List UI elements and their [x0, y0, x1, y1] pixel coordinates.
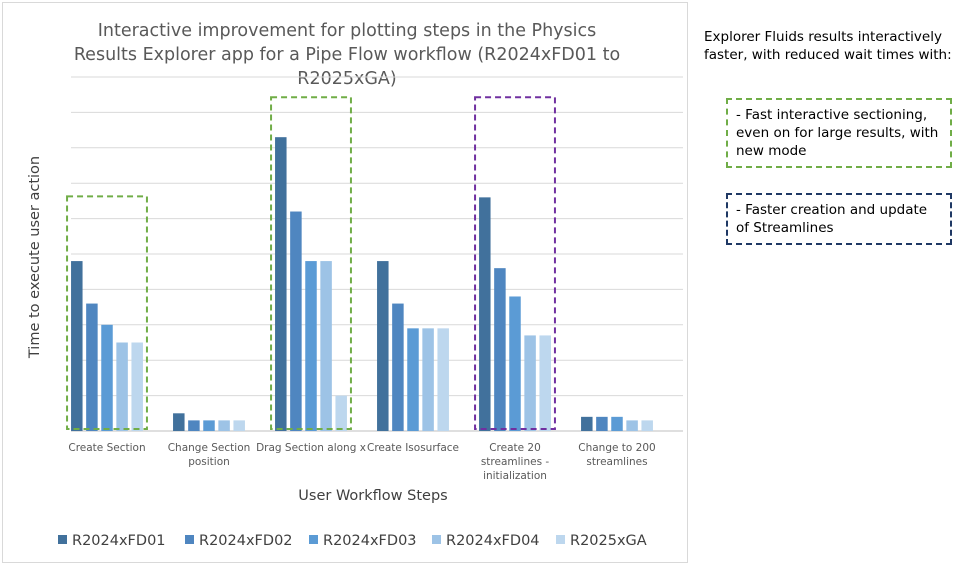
x-axis-title: User Workflow Steps	[298, 488, 447, 504]
note-box-sectioning: - Fast interactive sectioning, even on f…	[726, 98, 952, 168]
x-tick-label: Create Isosurface	[367, 442, 459, 454]
chart-frame: Interactive improvement for plotting ste…	[2, 2, 688, 563]
chart-title-line: Results Explorer app for a Pipe Flow wor…	[74, 45, 620, 65]
bar-R2025xGA-cat1	[233, 420, 245, 431]
bar-R2024xFD03-cat1	[203, 420, 215, 431]
notes-panel: Explorer Fluids results interactively fa…	[704, 28, 956, 245]
legend: R2024xFD01 R2024xFD02 R2024xFD03 R2024xFD04…	[58, 533, 647, 549]
bar-R2025xGA-cat5	[641, 420, 653, 431]
y-axis-title: Time to execute user action	[27, 156, 43, 359]
bar-R2024xFD02-cat5	[596, 416, 608, 431]
bar-R2024xFD01-cat3	[377, 261, 389, 431]
note-box-streamlines: - Faster creation and update of Streamli…	[726, 193, 952, 245]
bar-R2024xFD04-cat3	[422, 328, 434, 431]
bar-R2024xFD03-cat4	[509, 296, 521, 431]
bar-R2024xFD03-cat0	[101, 324, 113, 431]
highlight-box-0	[66, 195, 148, 430]
legend-swatch-R2024xFD03	[309, 535, 318, 544]
bar-R2024xFD03-cat2	[305, 261, 317, 431]
legend-label-R2024xFD04: R2024xFD04	[446, 533, 540, 549]
legend-swatch-R2024xFD01	[58, 535, 67, 544]
bars	[71, 137, 653, 431]
bar-R2024xFD04-cat4	[524, 335, 536, 431]
bar-R2024xFD03-cat3	[407, 328, 419, 431]
chart-title-line: Interactive improvement for plotting ste…	[98, 21, 597, 41]
notes-intro: Explorer Fluids results interactively fa…	[704, 29, 952, 63]
legend-swatch-R2024xFD04	[432, 535, 441, 544]
legend-label-R2024xFD03: R2024xFD03	[323, 533, 417, 549]
chart-title-line: R2025xGA)	[297, 69, 396, 89]
x-tick-label: Drag Section along x	[256, 442, 366, 454]
bar-R2024xFD04-cat0	[116, 342, 128, 431]
bar-R2024xFD03-cat5	[611, 416, 623, 431]
chart-title: Interactive improvement for plotting ste…	[74, 21, 620, 89]
bar-R2024xFD04-cat5	[626, 420, 638, 431]
bar-R2024xFD02-cat4	[494, 268, 506, 431]
bar-R2024xFD01-cat2	[275, 137, 287, 431]
x-tick-labels: Create Section Change Section position Drag…	[68, 442, 655, 482]
bar-R2024xFD02-cat3	[392, 303, 404, 431]
bar-R2024xFD04-cat1	[218, 420, 230, 431]
x-tick-label: streamlines	[586, 456, 647, 468]
legend-label-R2024xFD01: R2024xFD01	[72, 533, 166, 549]
legend-label-R2025xGA: R2025xGA	[570, 533, 647, 549]
bar-R2024xFD02-cat2	[290, 211, 302, 431]
bar-R2024xFD02-cat1	[188, 420, 200, 431]
bar-R2025xGA-cat0	[131, 342, 143, 431]
x-tick-label: position	[188, 456, 230, 468]
bar-R2025xGA-cat2	[335, 395, 347, 431]
bar-R2024xFD04-cat2	[320, 261, 332, 431]
bar-R2024xFD02-cat0	[86, 303, 98, 431]
highlight-box-1	[270, 96, 352, 431]
highlight-boxes	[66, 96, 556, 431]
x-tick-label: Create Section	[68, 442, 145, 454]
x-tick-label: Change Section	[168, 442, 251, 454]
highlight-box-2	[474, 96, 556, 431]
x-tick-label: Create 20	[489, 442, 541, 454]
bar-R2024xFD01-cat4	[479, 197, 491, 431]
legend-swatch-R2025xGA	[556, 535, 565, 544]
x-tick-label: streamlines -	[481, 456, 550, 468]
bar-R2025xGA-cat4	[539, 335, 551, 431]
bar-chart: Interactive improvement for plotting ste…	[27, 21, 683, 549]
legend-swatch-R2024xFD02	[185, 535, 194, 544]
gridlines	[71, 76, 683, 432]
bar-R2024xFD01-cat0	[71, 261, 83, 431]
x-tick-label: Change to 200	[578, 442, 655, 454]
x-tick-label: initialization	[483, 470, 547, 482]
bar-R2025xGA-cat3	[437, 328, 449, 431]
bar-R2024xFD01-cat5	[581, 416, 593, 431]
legend-label-R2024xFD02: R2024xFD02	[199, 533, 293, 549]
bar-R2024xFD01-cat1	[173, 413, 185, 431]
